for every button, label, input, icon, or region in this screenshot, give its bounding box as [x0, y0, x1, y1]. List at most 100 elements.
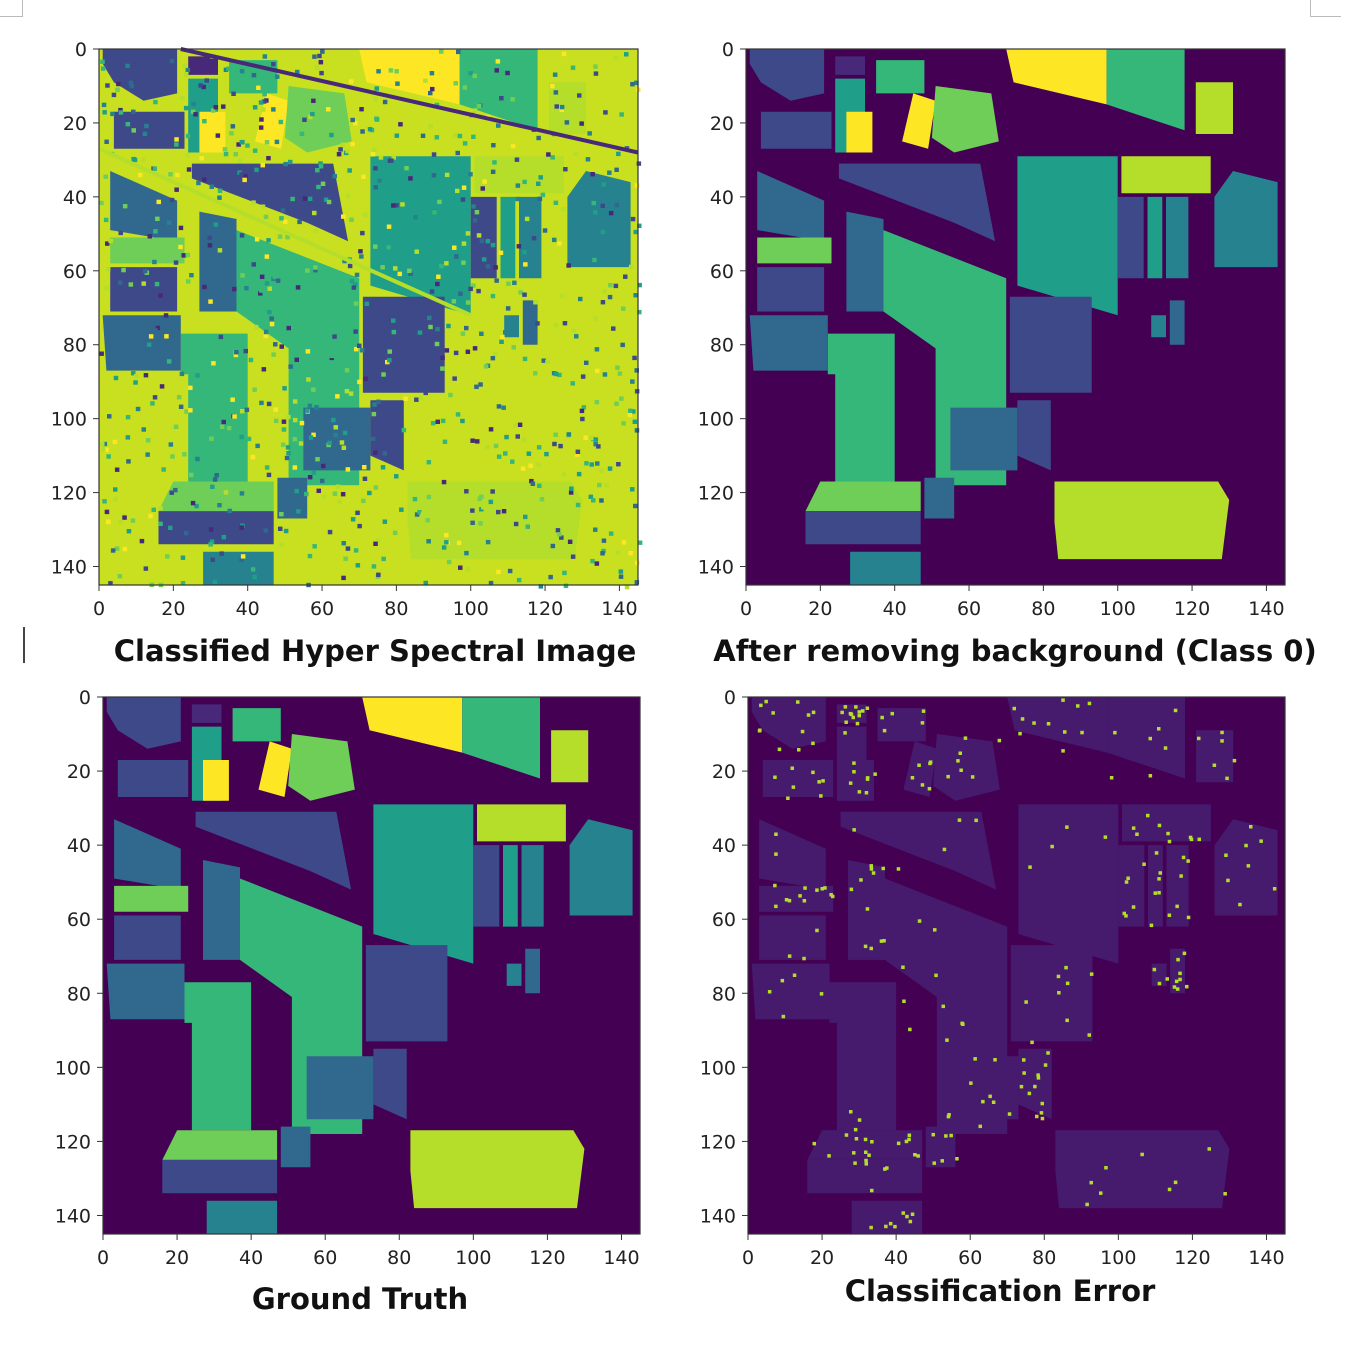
error-pixel [896, 1141, 901, 1146]
field-region-29 [1055, 1130, 1230, 1209]
speckle-pixel [600, 203, 605, 209]
speckle-pixel [145, 452, 150, 457]
speckle-pixel [244, 407, 250, 412]
speckle-pixel [113, 497, 118, 502]
speckle-pixel [597, 482, 602, 488]
speckle-pixel [350, 117, 355, 123]
speckle-pixel [633, 293, 638, 298]
speckle-pixel [455, 412, 461, 417]
error-pixel [1036, 1076, 1041, 1080]
speckle-pixel [628, 408, 633, 413]
speckle-pixel [440, 366, 445, 371]
speckle-pixel [472, 218, 478, 223]
speckle-pixel [594, 561, 600, 566]
speckle-pixel [471, 204, 476, 209]
speckle-pixel [307, 553, 313, 559]
speckle-pixel [106, 519, 111, 525]
error-pixel [910, 776, 915, 780]
speckle-pixel [417, 330, 423, 335]
speckle-pixel [126, 529, 132, 534]
y-tick-label: 0 [722, 39, 734, 61]
speckle-pixel [540, 192, 546, 198]
error-pixel [1113, 730, 1117, 735]
x-tick-label: 60 [958, 1247, 982, 1269]
speckle-pixel [173, 424, 179, 429]
speckle-pixel [552, 237, 557, 243]
error-pixel [955, 1157, 959, 1161]
speckle-pixel [254, 237, 260, 242]
speckle-pixel [184, 409, 189, 414]
error-pixel [790, 766, 794, 770]
error-pixel [864, 1162, 868, 1166]
speckle-pixel [420, 133, 426, 138]
error-pixel [1167, 1187, 1172, 1192]
speckle-pixel [516, 577, 522, 583]
speckle-pixel [110, 548, 116, 553]
y-tick-label: 100 [55, 1057, 91, 1079]
speckle-pixel [456, 540, 462, 546]
speckle-pixel [392, 530, 398, 536]
speckle-pixel [611, 326, 616, 331]
error-pixel [879, 939, 884, 943]
field-region-3 [846, 111, 873, 153]
speckle-pixel [550, 83, 555, 89]
error-pixel [902, 999, 906, 1003]
speckle-pixel [607, 170, 612, 175]
error-pixel [1157, 891, 1161, 895]
error-pixel [920, 721, 925, 725]
speckle-pixel [338, 147, 343, 152]
field-region-11 [757, 171, 825, 242]
speckle-pixel [105, 241, 110, 246]
speckle-pixel [485, 539, 491, 545]
error-pixel [1167, 913, 1172, 917]
error-pixel [1220, 730, 1224, 735]
speckle-pixel [536, 135, 541, 141]
speckle-pixel [285, 235, 290, 240]
speckle-pixel [280, 208, 286, 213]
error-pixel [882, 939, 886, 943]
speckle-pixel [362, 212, 368, 218]
speckle-pixel [178, 404, 184, 409]
field-region-5 [255, 93, 289, 149]
field-region-9 [1195, 82, 1233, 134]
speckle-pixel [125, 122, 131, 127]
speckle-pixel [117, 574, 123, 579]
error-pixel [855, 721, 860, 726]
error-pixel [854, 1137, 859, 1141]
error-pixel [969, 1081, 973, 1085]
error-pixel [811, 770, 815, 775]
speckle-pixel [496, 509, 501, 515]
y-tick-label: 140 [51, 557, 87, 579]
field-region-33 [1170, 948, 1185, 994]
axes-frame [98, 48, 639, 586]
speckle-pixel [341, 445, 347, 450]
speckle-pixel [446, 323, 451, 329]
speckle-pixel [366, 68, 371, 73]
error-pixel [957, 818, 962, 822]
speckle-pixel [315, 457, 320, 462]
speckle-pixel [142, 268, 148, 274]
speckle-pixel [239, 233, 245, 238]
speckle-pixel [239, 140, 245, 145]
speckle-pixel [294, 357, 299, 362]
speckle-pixel [285, 445, 291, 450]
speckle-pixel [286, 451, 291, 456]
speckle-pixel [380, 465, 386, 470]
speckle-pixel [456, 49, 461, 55]
speckle-pixel [208, 299, 213, 304]
speckle-pixel [132, 157, 138, 163]
speckle-pixel [553, 432, 558, 437]
speckle-pixel [624, 584, 630, 590]
speckle-pixel [371, 411, 377, 417]
speckle-pixel [479, 331, 484, 336]
speckle-pixel [182, 452, 187, 457]
speckle-pixel [533, 300, 538, 305]
speckle-pixel [515, 196, 520, 202]
speckle-pixel [595, 368, 600, 374]
speckle-pixel [435, 326, 440, 332]
speckle-pixel [490, 242, 496, 248]
error-pixel [852, 770, 856, 774]
error-pixel [1249, 825, 1253, 829]
field-region-21 [749, 315, 828, 371]
field-region-12 [191, 163, 349, 242]
